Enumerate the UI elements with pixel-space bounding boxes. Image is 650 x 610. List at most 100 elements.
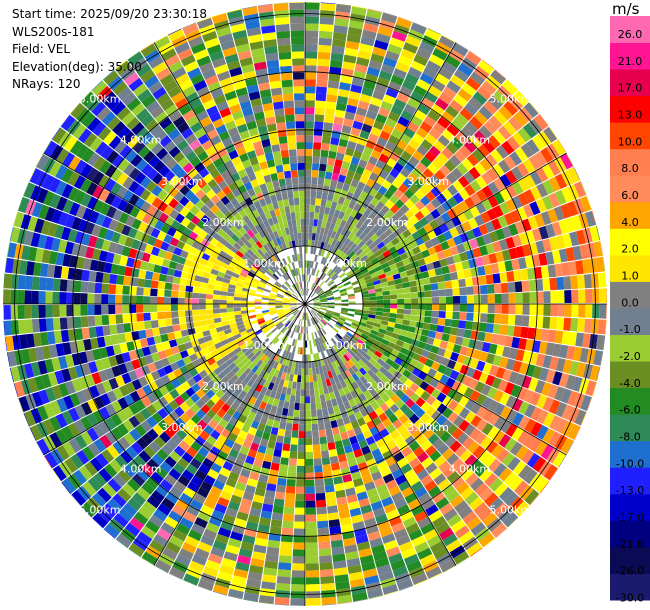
- velocity-gate: [255, 375, 263, 384]
- velocity-gate: [180, 329, 189, 337]
- velocity-gate: [151, 185, 163, 197]
- velocity-gate: [330, 52, 344, 62]
- velocity-gate: [305, 493, 316, 501]
- velocity-gate: [404, 336, 413, 345]
- velocity-gate: [205, 162, 217, 173]
- velocity-gate: [70, 102, 81, 115]
- velocity-gate: [310, 197, 316, 206]
- velocity-gate: [210, 429, 221, 440]
- velocity-gate: [157, 408, 169, 420]
- velocity-gate: [247, 272, 256, 278]
- velocity-gate: [165, 492, 179, 505]
- velocity-gate: [449, 99, 464, 113]
- velocity-gate: [465, 472, 479, 486]
- velocity-gate: [101, 239, 111, 252]
- velocity-gate: [327, 370, 334, 379]
- velocity-gate: [485, 440, 499, 454]
- velocity-gates: [3, 2, 607, 606]
- velocity-gate: [264, 196, 272, 205]
- velocity-gate: [365, 278, 373, 284]
- velocity-gate: [294, 283, 299, 290]
- velocity-gate: [289, 306, 297, 309]
- velocity-gate: [552, 451, 566, 468]
- velocity-gate: [140, 43, 154, 52]
- velocity-gate: [155, 342, 165, 352]
- velocity-gate: [362, 168, 372, 178]
- velocity-gate: [335, 202, 343, 212]
- velocity-gate: [78, 128, 92, 144]
- velocity-gate: [501, 304, 509, 314]
- velocity-gate: [518, 232, 529, 245]
- velocity-gate: [302, 340, 305, 348]
- velocity-gate: [194, 435, 206, 447]
- velocity-gate: [454, 500, 469, 514]
- colorbar-segment: [610, 42, 650, 70]
- velocity-gate: [186, 221, 197, 231]
- colorbar-segment: [610, 467, 650, 495]
- velocity-gate: [196, 86, 210, 98]
- velocity-gate: [402, 319, 410, 326]
- velocity-gate: [246, 352, 255, 360]
- velocity-gate: [203, 266, 213, 274]
- velocity-gate: [137, 221, 148, 233]
- velocity-gate: [359, 318, 368, 324]
- velocity-gate: [227, 97, 240, 108]
- velocity-gate: [296, 479, 305, 487]
- velocity-gate: [459, 295, 467, 304]
- velocity-gate: [505, 236, 516, 249]
- range-ring-label: 1.00km: [243, 339, 285, 352]
- velocity-gate: [141, 551, 158, 565]
- velocity-gate: [385, 254, 394, 262]
- velocity-gate: [286, 329, 292, 337]
- velocity-gate: [135, 158, 148, 172]
- velocity-gate: [420, 412, 431, 424]
- velocity-gate: [109, 459, 123, 473]
- velocity-gate: [162, 547, 178, 561]
- velocity-gate: [313, 316, 319, 323]
- velocity-gate: [192, 255, 202, 264]
- velocity-gate: [80, 281, 89, 293]
- velocity-gate: [152, 172, 164, 185]
- velocity-gate: [281, 317, 288, 323]
- velocity-gate: [351, 381, 360, 390]
- velocity-gate: [178, 310, 186, 318]
- velocity-gate: [291, 308, 298, 314]
- velocity-gate: [268, 166, 277, 175]
- velocity-gate: [342, 474, 353, 483]
- velocity-gate: [376, 295, 384, 300]
- velocity-gate: [499, 174, 512, 188]
- velocity-gate: [514, 281, 523, 293]
- velocity-gate: [211, 404, 221, 414]
- velocity-gate: [178, 440, 190, 452]
- velocity-gate: [49, 193, 62, 209]
- velocity-gate: [378, 412, 388, 423]
- velocity-gate: [249, 564, 264, 575]
- velocity-gate: [253, 200, 262, 210]
- velocity-gate: [305, 37, 318, 45]
- velocity-gate: [524, 489, 540, 505]
- velocity-gate: [144, 354, 154, 365]
- velocity-gate: [337, 174, 346, 183]
- velocity-gate: [385, 219, 394, 228]
- velocity-gate: [321, 319, 327, 325]
- velocity-gate: [380, 467, 392, 478]
- velocity-gate: [87, 304, 95, 316]
- velocity-gate: [425, 566, 442, 579]
- velocity-gate: [348, 163, 358, 173]
- velocity-gate: [394, 498, 407, 509]
- velocity-gate: [451, 476, 465, 489]
- velocity-gate: [403, 419, 414, 430]
- velocity-gate: [169, 175, 181, 187]
- velocity-gate: [350, 178, 360, 188]
- velocity-gate: [344, 544, 358, 554]
- velocity-gate: [346, 331, 354, 338]
- velocity-gate: [316, 338, 321, 346]
- velocity-gate: [520, 143, 534, 158]
- velocity-gate: [514, 501, 529, 517]
- velocity-gate: [250, 405, 259, 414]
- velocity-gate: [225, 454, 237, 465]
- velocity-gate: [351, 514, 364, 524]
- velocity-gate: [200, 572, 217, 584]
- velocity-gate: [356, 274, 364, 281]
- velocity-gate: [367, 317, 375, 323]
